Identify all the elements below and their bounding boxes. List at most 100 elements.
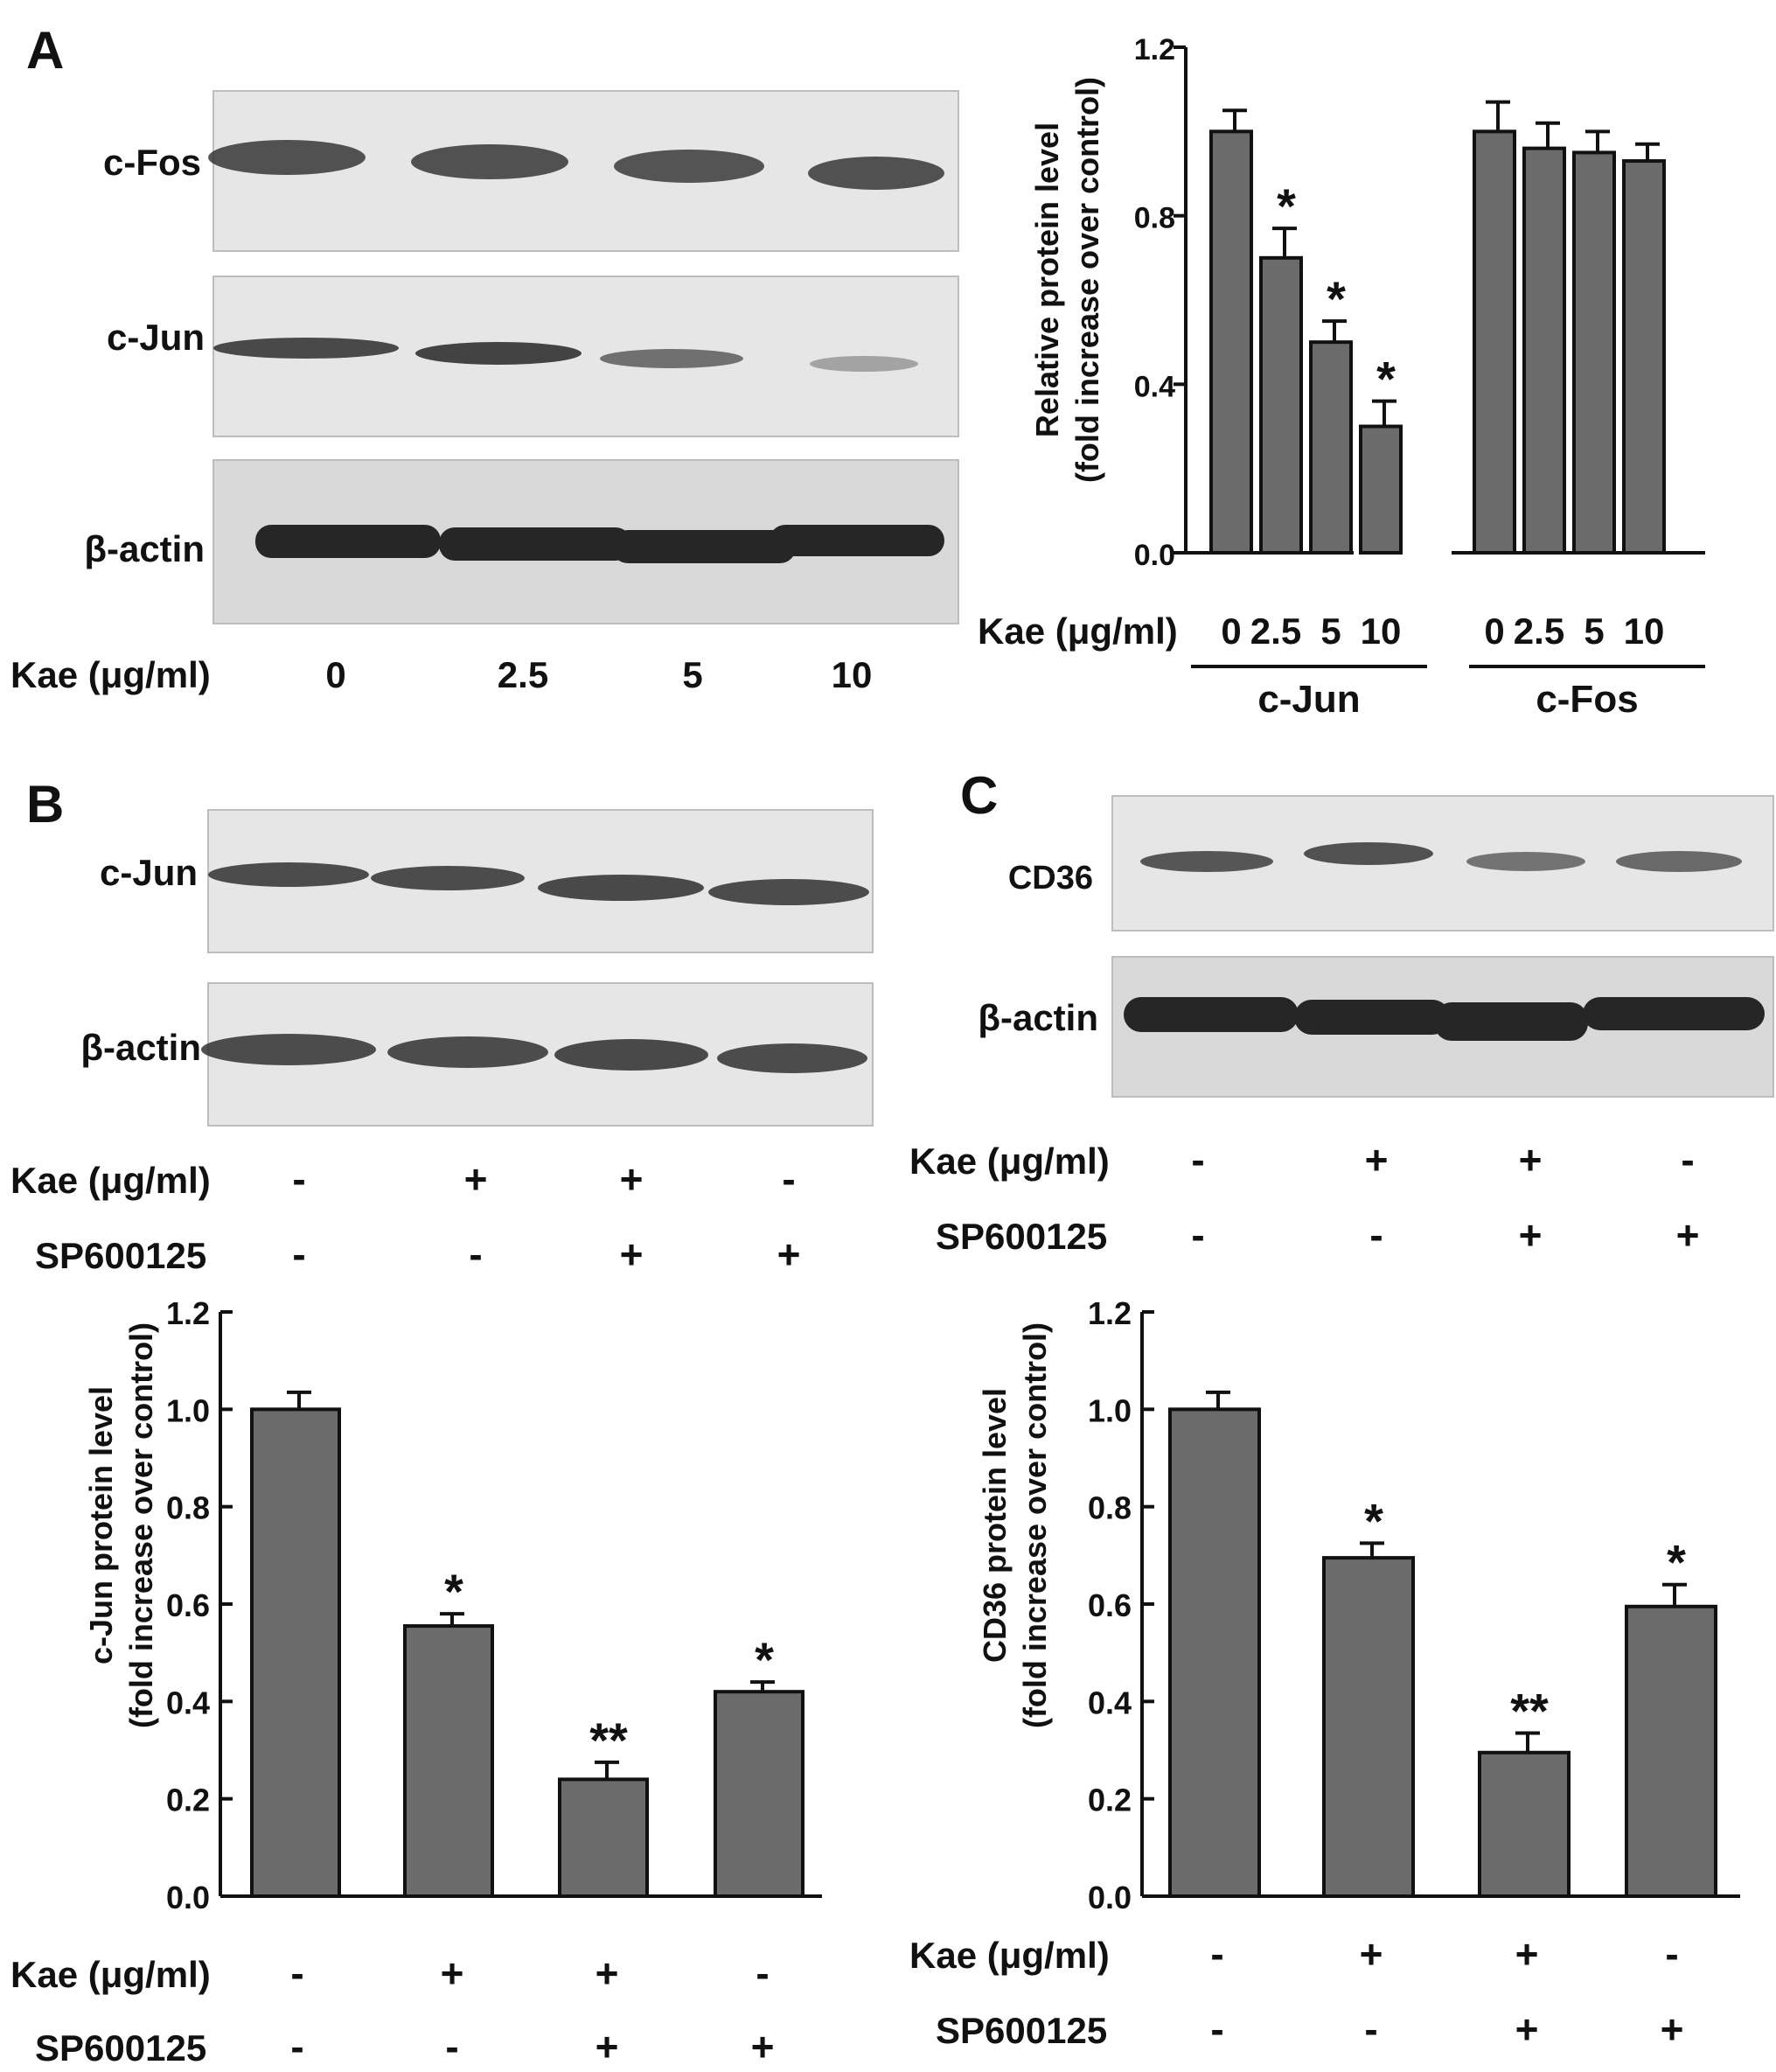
- blot-b-treatment-sign: -: [469, 1231, 482, 1277]
- panel-letter-a: A: [26, 21, 64, 80]
- blot-a-row-label: β-actin: [84, 528, 205, 569]
- blot-c-row-1-bands: [1140, 842, 1742, 872]
- blot-c-treatment-label: SP600125: [936, 1216, 1107, 1257]
- chart-c-significance-mark: *: [1364, 1493, 1383, 1548]
- chart-a-bar: [1259, 255, 1303, 555]
- chart-c-treatment-sign: -: [1665, 1931, 1678, 1977]
- chart-a-y-tick-label: 0.8: [1134, 202, 1175, 235]
- blot-a-conc-label: Kae (μg/ml): [10, 654, 211, 695]
- blot-b-treatment-label: SP600125: [35, 1235, 206, 1276]
- chart-a-category-label: 0: [1221, 610, 1241, 652]
- blot-c-treatment-sign: -: [1191, 1212, 1204, 1258]
- blot-b-treatment-sign: +: [620, 1156, 644, 1202]
- chart-b-y-tick-label: 0.2: [166, 1782, 210, 1818]
- chart-a-xaxis-label: Kae (μg/ml): [978, 610, 1178, 652]
- blot-b-row-2-bands: [201, 1034, 867, 1073]
- chart-a-bar: [1209, 129, 1253, 555]
- blot-a-row-label: c-Jun: [107, 317, 205, 358]
- blot-a-lane-label: 10: [832, 654, 873, 695]
- blot-b-row-label: β-actin: [80, 1027, 201, 1068]
- chart-a-bar: [1309, 340, 1353, 555]
- chart-c-y-tick-label: 0.2: [1088, 1782, 1132, 1818]
- blot-c-treatment-sign: -: [1681, 1137, 1694, 1183]
- chart-a-bar: [1473, 129, 1516, 555]
- blot-c-treatment-sign: +: [1519, 1212, 1543, 1258]
- chart-a-bar: [1359, 424, 1403, 555]
- chart-b-significance-mark: *: [755, 1632, 774, 1687]
- chart-c-bar: [1625, 1604, 1717, 1898]
- chart-c-treatment-label: SP600125: [936, 2010, 1107, 2051]
- blot-b-treatment-sign: -: [292, 1156, 305, 1202]
- blot-c-row-2-bands: [1124, 997, 1765, 1041]
- chart-b-y-tick-label: 0.6: [166, 1587, 210, 1623]
- chart-a-category-label: 10: [1624, 610, 1665, 652]
- chart-a-y-tick-label: 1.2: [1134, 33, 1175, 66]
- chart-c-treatment-sign: -: [1210, 2006, 1223, 2052]
- blot-b-row-1-bands: [208, 862, 869, 905]
- chart-a-significance-mark: *: [1376, 352, 1396, 407]
- blot-c-row-label: CD36: [1008, 860, 1093, 896]
- chart-a-significance-mark: *: [1277, 178, 1296, 234]
- chart-a-category-label: 10: [1361, 610, 1402, 652]
- chart-b-y-tick-label: 1.0: [166, 1392, 210, 1428]
- blot-b-treatment-label: Kae (μg/ml): [10, 1160, 211, 1201]
- chart-b-treatment-sign: -: [756, 1950, 769, 1996]
- chart-b-y-tick-label: 1.2: [166, 1295, 210, 1331]
- chart-a-y-tick-label: 0.0: [1134, 539, 1175, 572]
- chart-b-bar: [250, 1407, 341, 1899]
- chart-c-y-tick-label: 1.0: [1088, 1392, 1132, 1428]
- chart-b-treatment-sign: -: [290, 2024, 303, 2069]
- blot-c-treatment-sign: +: [1519, 1137, 1543, 1183]
- chart-c-bar: [1322, 1556, 1415, 1899]
- chart-b-ylabel-line1: c-Jun protein level: [83, 1386, 119, 1664]
- chart-b-treatment-sign: +: [751, 2024, 775, 2069]
- chart-b-bar: [403, 1624, 494, 1899]
- chart-c-y-tick-label: 0.4: [1088, 1685, 1132, 1720]
- chart-c-treatment-label: Kae (μg/ml): [909, 1935, 1110, 1976]
- blot-a-lane-label: 0: [325, 654, 345, 695]
- blot-c-treatment-label: Kae (μg/ml): [909, 1141, 1110, 1182]
- chart-b-treatment-label: Kae (μg/ml): [10, 1954, 211, 1995]
- chart-a-ylabel-line2: (fold increase over control): [1069, 77, 1105, 483]
- chart-b-treatment-sign: -: [290, 1950, 303, 1996]
- panel-letter-b: B: [26, 775, 64, 834]
- blot-a-row-label: c-Fos: [103, 142, 201, 183]
- chart-a-category-label: 5: [1320, 610, 1341, 652]
- chart-a-bar: [1522, 146, 1566, 555]
- chart-c: CD36 protein level (fold increase over c…: [909, 1295, 1740, 2052]
- chart-c-treatment-sign: +: [1360, 1931, 1383, 1977]
- chart-a-bar: [1572, 150, 1616, 555]
- chart-b-bar: [558, 1777, 649, 1899]
- panel-letter-c: C: [960, 766, 998, 825]
- blot-b-treatment-sign: -: [782, 1156, 795, 1202]
- blot-a-row-1-bands: [208, 140, 944, 190]
- blot-a-lane-label: 5: [682, 654, 702, 695]
- chart-c-y-tick-label: 0.8: [1088, 1490, 1132, 1526]
- chart-b-treatment-sign: -: [445, 2024, 458, 2069]
- chart-b-y-tick-label: 0.8: [166, 1490, 210, 1526]
- chart-b-bar: [714, 1690, 804, 1898]
- chart-c-significance-mark: *: [1667, 1535, 1686, 1590]
- blot-c-treatment-sign: -: [1369, 1212, 1382, 1258]
- blot-c-treatment-sign: -: [1191, 1137, 1204, 1183]
- chart-b-treatment-label: SP600125: [35, 2027, 206, 2069]
- blot-b: c-Jun β-actin Kae (μg/ml) SP600125 - + + --…: [10, 809, 874, 1277]
- chart-c-bar: [1478, 1750, 1571, 1898]
- blot-c-treatment-sign: +: [1365, 1137, 1389, 1183]
- chart-c-y-tick-label: 0.6: [1088, 1587, 1132, 1623]
- chart-b-significance-mark: **: [589, 1713, 628, 1768]
- chart-c-treatment-sign: -: [1210, 1931, 1223, 1977]
- blot-a: c-Fos c-Jun β-actin Kae (μg/ml) 0 2.5 5 …: [10, 90, 959, 695]
- blot-a-row-3-bands: [255, 525, 944, 563]
- chart-a-group-label: c-Jun: [1257, 678, 1360, 721]
- chart-a-group-label: c-Fos: [1536, 678, 1638, 721]
- chart-b-y-tick-label: 0.4: [166, 1685, 210, 1720]
- blot-c-row-label: β-actin: [978, 997, 1098, 1038]
- chart-b-treatment-sign: +: [595, 2024, 619, 2069]
- chart-c-significance-mark: **: [1510, 1684, 1549, 1739]
- chart-c-ylabel-line2: (fold increase over control): [1017, 1322, 1053, 1728]
- blot-c-treatment-sign: +: [1676, 1212, 1700, 1258]
- chart-a-category-label: 2.5: [1514, 610, 1564, 652]
- chart-c-ylabel-line1: CD36 protein level: [977, 1388, 1013, 1663]
- chart-a-y-tick-label: 0.4: [1134, 370, 1175, 403]
